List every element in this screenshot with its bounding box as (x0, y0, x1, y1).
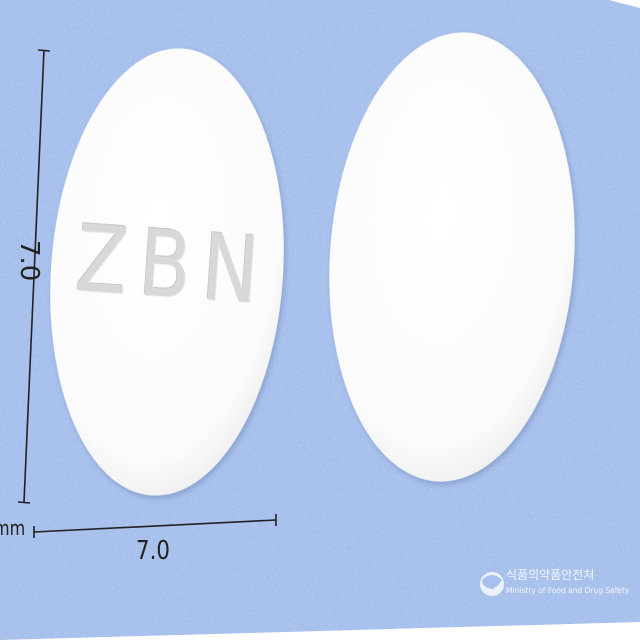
pill-imprint: ZBN (72, 205, 274, 326)
pill-front (50, 48, 284, 496)
mfds-logo-icon (480, 572, 504, 596)
watermark-english: Ministry of Food and Drug Safety (506, 586, 630, 595)
height-measurement: 7.0 (14, 240, 44, 282)
width-dimension-line (33, 514, 277, 538)
watermark-korean: 식품의약품안전처 (506, 568, 595, 582)
pill-back (329, 32, 575, 482)
unit-label: mm (0, 516, 26, 540)
height-dimension-line (17, 49, 51, 504)
width-measurement: 7.0 (136, 536, 170, 566)
